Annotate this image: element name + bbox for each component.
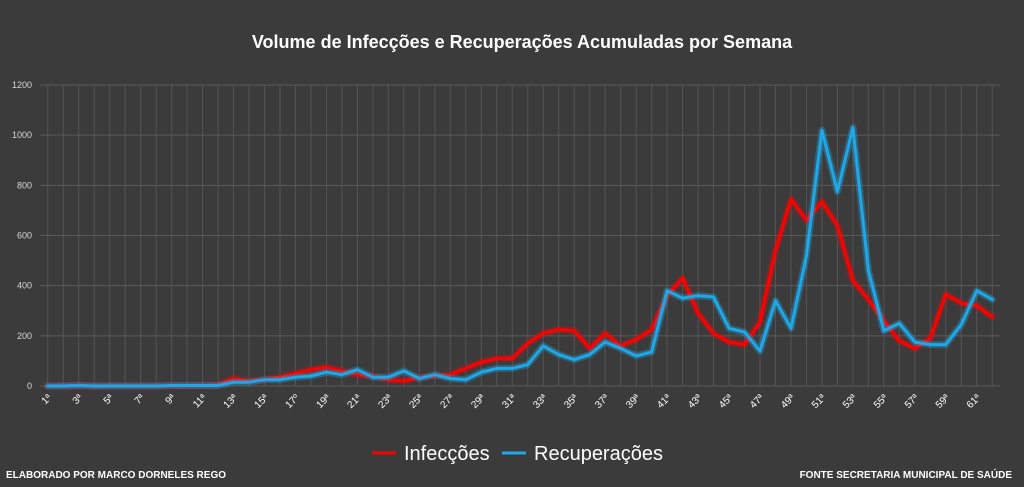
x-tick-label: 11ª bbox=[191, 392, 209, 410]
x-tick-label: 31ª bbox=[500, 392, 518, 410]
x-tick-label: 27ª bbox=[438, 392, 456, 410]
x-tick-label: 7ª bbox=[133, 392, 148, 407]
author-credit: ELABORADO POR MARCO DORNELES REGO bbox=[6, 470, 227, 481]
x-tick-label: 53ª bbox=[841, 392, 859, 410]
x-tick-label: 23ª bbox=[376, 392, 394, 410]
y-tick-label: 400 bbox=[17, 281, 32, 291]
x-tick-label: 37ª bbox=[593, 392, 611, 410]
x-tick-label: 39ª bbox=[624, 392, 642, 410]
x-tick-label: 21ª bbox=[346, 392, 364, 410]
source-credit: FONTE SECRETARIA MUNICIPAL DE SAÚDE bbox=[799, 470, 1012, 481]
x-tick-label: 45ª bbox=[717, 392, 735, 410]
y-tick-label: 1200 bbox=[12, 80, 32, 90]
x-tick-label: 3ª bbox=[71, 392, 86, 407]
chart-title: Volume de Infecções e Recuperações Acumu… bbox=[252, 32, 793, 52]
grid bbox=[40, 84, 1000, 387]
x-tick-label: 25ª bbox=[407, 392, 425, 410]
x-tick-label: 47ª bbox=[748, 392, 766, 410]
x-axis: 1ª 3ª 5ª 7ª 9ª 11ª 13ª 15ª 17º 19ª 21ª 23ª 25ª 27ª 29ª… bbox=[40, 392, 984, 411]
x-tick-label: 55ª bbox=[872, 392, 890, 410]
x-tick-label: 43ª bbox=[686, 392, 704, 410]
x-tick-label: 57ª bbox=[903, 392, 921, 410]
legend: Infecções Recuperações bbox=[372, 443, 663, 465]
x-tick-label: 17º bbox=[284, 392, 302, 410]
x-tick-label: 29ª bbox=[469, 392, 487, 410]
series-line bbox=[46, 126, 994, 388]
x-tick-label: 1ª bbox=[40, 392, 55, 407]
x-tick-label: 19ª bbox=[315, 392, 333, 410]
x-tick-label: 9ª bbox=[164, 392, 179, 407]
y-tick-label: 0 bbox=[27, 381, 32, 391]
legend-label: Recuperações bbox=[534, 443, 663, 465]
series-line bbox=[46, 197, 994, 388]
x-tick-label: 13ª bbox=[222, 392, 240, 410]
y-axis: 0 200 400 600 800 1000 1200 bbox=[12, 80, 32, 391]
x-tick-label: 33ª bbox=[531, 392, 549, 410]
series-lines bbox=[44, 124, 996, 390]
y-tick-label: 200 bbox=[17, 331, 32, 341]
x-tick-label: 41ª bbox=[655, 392, 673, 410]
y-tick-label: 800 bbox=[17, 180, 32, 190]
x-tick-label: 49ª bbox=[779, 392, 797, 410]
x-tick-label: 51ª bbox=[810, 392, 828, 410]
x-tick-label: 5ª bbox=[102, 392, 117, 407]
y-tick-label: 1000 bbox=[12, 130, 32, 140]
x-tick-label: 61ª bbox=[965, 392, 983, 410]
series-line-glow bbox=[44, 195, 996, 390]
x-tick-label: 15ª bbox=[253, 392, 271, 410]
y-tick-label: 600 bbox=[17, 231, 32, 241]
x-tick-label: 35ª bbox=[562, 392, 580, 410]
x-tick-label: 59ª bbox=[934, 392, 952, 410]
legend-label: Infecções bbox=[404, 443, 490, 465]
